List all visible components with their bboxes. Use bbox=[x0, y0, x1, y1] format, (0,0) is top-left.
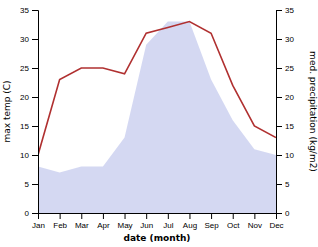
tick-label: 25 bbox=[20, 64, 29, 73]
tick: Jun bbox=[140, 213, 153, 230]
tick-label: 5 bbox=[25, 180, 30, 189]
tick-mark bbox=[276, 126, 282, 127]
axis-line bbox=[39, 213, 277, 214]
tick-mark bbox=[32, 68, 38, 69]
tick: Jul bbox=[163, 213, 173, 230]
marks bbox=[38, 22, 276, 213]
tick-mark bbox=[276, 39, 282, 40]
tick-label: May bbox=[117, 221, 132, 230]
axis-line bbox=[277, 11, 283, 214]
tick: 20 bbox=[20, 93, 38, 102]
temperature-line bbox=[38, 22, 276, 155]
tick: Nov bbox=[248, 213, 262, 230]
tick-label: 0 bbox=[285, 209, 290, 218]
y-axis-title: max temp (C) bbox=[2, 80, 12, 142]
tick-label: 20 bbox=[20, 93, 29, 102]
tick-label: 5 bbox=[285, 180, 290, 189]
tick-label: Mar bbox=[75, 221, 89, 230]
tick-label: 30 bbox=[20, 35, 29, 44]
tick-mark bbox=[32, 97, 38, 98]
tick: 35 bbox=[276, 6, 294, 15]
y2-axis-title: med. precipitation (kg/m2) bbox=[308, 51, 318, 172]
tick-label: Nov bbox=[248, 221, 262, 230]
tick-mark bbox=[146, 213, 147, 219]
plot: JanFebMarAprMayJunJulAugSepOctNovDec0510… bbox=[20, 6, 294, 230]
tick: 35 bbox=[20, 6, 38, 15]
y2-axis: 0 5 10 15 20 25 30 35 bbox=[276, 6, 294, 218]
tick-label: 0 bbox=[25, 209, 30, 218]
tick-mark bbox=[103, 213, 104, 219]
tick-mark bbox=[211, 213, 212, 219]
tick-mark bbox=[32, 39, 38, 40]
tick-label: 30 bbox=[285, 35, 294, 44]
tick: 5 bbox=[276, 180, 290, 189]
tick: Jan bbox=[32, 213, 45, 230]
tick-label: Apr bbox=[97, 221, 110, 230]
tick-mark bbox=[32, 213, 38, 214]
precipitation-area bbox=[38, 22, 276, 213]
tick-mark bbox=[32, 184, 38, 185]
tick-mark bbox=[32, 126, 38, 127]
x-axis: Jan Feb Mar Apr May Jun Jul Aug Sep Oct Nov Dec bbox=[32, 213, 284, 230]
tick: Apr bbox=[97, 213, 110, 230]
tick: 0 bbox=[25, 209, 38, 218]
tick-mark bbox=[81, 213, 82, 219]
tick: Dec bbox=[269, 213, 283, 230]
tick-label: Dec bbox=[269, 221, 283, 230]
tick: 30 bbox=[276, 35, 294, 44]
tick-label: Oct bbox=[227, 221, 240, 230]
chart-container: JanFebMarAprMayJunJulAugSepOctNovDec0510… bbox=[0, 0, 318, 247]
tick: May bbox=[117, 213, 132, 230]
tick-mark bbox=[254, 213, 255, 219]
tick-label: 15 bbox=[20, 122, 29, 131]
tick-mark bbox=[32, 10, 38, 11]
tick-label: Feb bbox=[53, 221, 67, 230]
tick-mark bbox=[276, 155, 282, 156]
tick: 25 bbox=[276, 64, 294, 73]
tick-label: 35 bbox=[285, 6, 294, 15]
tick-mark bbox=[276, 213, 282, 214]
tick-mark bbox=[168, 213, 169, 219]
tick-mark bbox=[125, 213, 126, 219]
y-axis: 0 5 10 15 20 25 30 35 bbox=[20, 6, 38, 218]
tick-mark bbox=[276, 68, 282, 69]
tick: 10 bbox=[20, 151, 38, 160]
chart: JanFebMarAprMayJunJulAugSepOctNovDec0510… bbox=[0, 0, 318, 247]
tick-label: 15 bbox=[285, 122, 294, 131]
tick: Mar bbox=[75, 213, 89, 230]
tick: 25 bbox=[20, 64, 38, 73]
tick-label: Jun bbox=[140, 221, 153, 230]
tick-label: Jul bbox=[163, 221, 173, 230]
tick-label: 20 bbox=[285, 93, 294, 102]
tick: 15 bbox=[20, 122, 38, 131]
x-axis-title: date (month) bbox=[124, 233, 191, 243]
tick-mark bbox=[276, 184, 282, 185]
tick-mark bbox=[233, 213, 234, 219]
tick-mark bbox=[189, 213, 190, 219]
tick-label: Aug bbox=[183, 221, 197, 230]
tick: 5 bbox=[25, 180, 38, 189]
tick: Aug bbox=[183, 213, 197, 230]
tick: 10 bbox=[276, 151, 294, 160]
tick-mark bbox=[276, 97, 282, 98]
tick: 0 bbox=[276, 209, 290, 218]
tick-label: 25 bbox=[285, 64, 294, 73]
tick-label: Jan bbox=[32, 221, 45, 230]
tick: 30 bbox=[20, 35, 38, 44]
tick: Feb bbox=[53, 213, 67, 230]
tick-label: Sep bbox=[204, 221, 219, 230]
tick: 20 bbox=[276, 93, 294, 102]
tick-label: 10 bbox=[20, 151, 29, 160]
tick: 15 bbox=[276, 122, 294, 131]
tick-mark bbox=[32, 155, 38, 156]
tick-label: 10 bbox=[285, 151, 294, 160]
tick-label: 35 bbox=[20, 6, 29, 15]
tick-mark bbox=[276, 10, 282, 11]
tick: Oct bbox=[227, 213, 240, 230]
tick-mark bbox=[60, 213, 61, 219]
tick: Sep bbox=[204, 213, 219, 230]
axis-line bbox=[32, 11, 39, 214]
